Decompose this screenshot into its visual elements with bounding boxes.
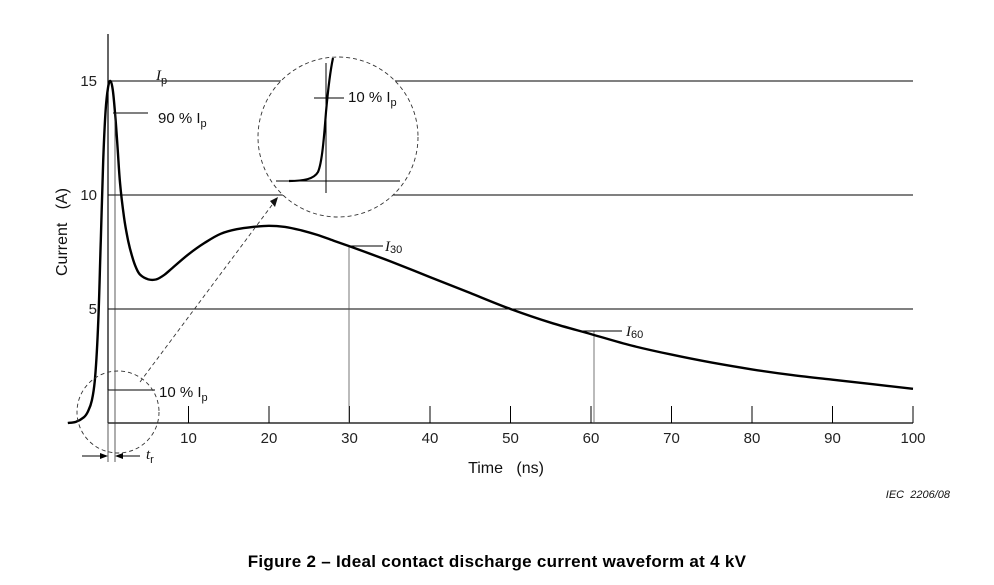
- x-tick-label: 80: [744, 430, 761, 447]
- tr-label: tr: [146, 447, 154, 466]
- x-tick-label: 70: [663, 430, 680, 447]
- figure-credit: IEC 2206/08: [886, 489, 951, 501]
- x-tick-label: 20: [261, 430, 278, 447]
- y-tick-label: 10: [80, 187, 97, 204]
- y-tick-label: 15: [80, 73, 97, 90]
- x-axis-title: Time (ns): [468, 460, 544, 477]
- ip-label: Ip: [155, 68, 167, 87]
- x-tick-label: 10: [180, 430, 197, 447]
- zoom-arrow-line: [139, 204, 273, 383]
- current-waveform-line: [67, 79, 914, 425]
- figure-caption: Figure 2 – Ideal contact discharge curre…: [248, 552, 747, 571]
- x-tick-label: 90: [824, 430, 841, 447]
- y-axis-title: Current (A): [54, 188, 71, 276]
- x-tick-label: 30: [341, 430, 358, 447]
- x-tick-label: 100: [900, 430, 925, 447]
- horizontal-gridlines: [108, 80, 913, 310]
- ip90-label: 90 % Ip: [158, 110, 207, 130]
- x-tick-label: 60: [583, 430, 600, 447]
- foot-detail-circle: [76, 370, 160, 454]
- y-axis-ticks: 5 10 15: [80, 73, 97, 318]
- i30-label: I30: [384, 239, 402, 256]
- i60-label: I60: [625, 324, 643, 341]
- x-tick-label: 40: [422, 430, 439, 447]
- zoom-detail-circle: [257, 56, 419, 218]
- x-axis-ticks: 10 20 30 40 50 60 70 80 90 100: [180, 406, 926, 447]
- zoom-arrow-head: [270, 197, 278, 207]
- tr-left-arrowhead: [100, 453, 108, 459]
- tr-right-arrowhead: [115, 453, 123, 459]
- zoom-ip10-label: 10 % Ip: [348, 89, 397, 109]
- y-tick-label: 5: [89, 301, 97, 318]
- zoom-waveform-line: [288, 57, 335, 183]
- ip10-label: 10 % Ip: [159, 384, 208, 404]
- x-tick-label: 50: [502, 430, 519, 447]
